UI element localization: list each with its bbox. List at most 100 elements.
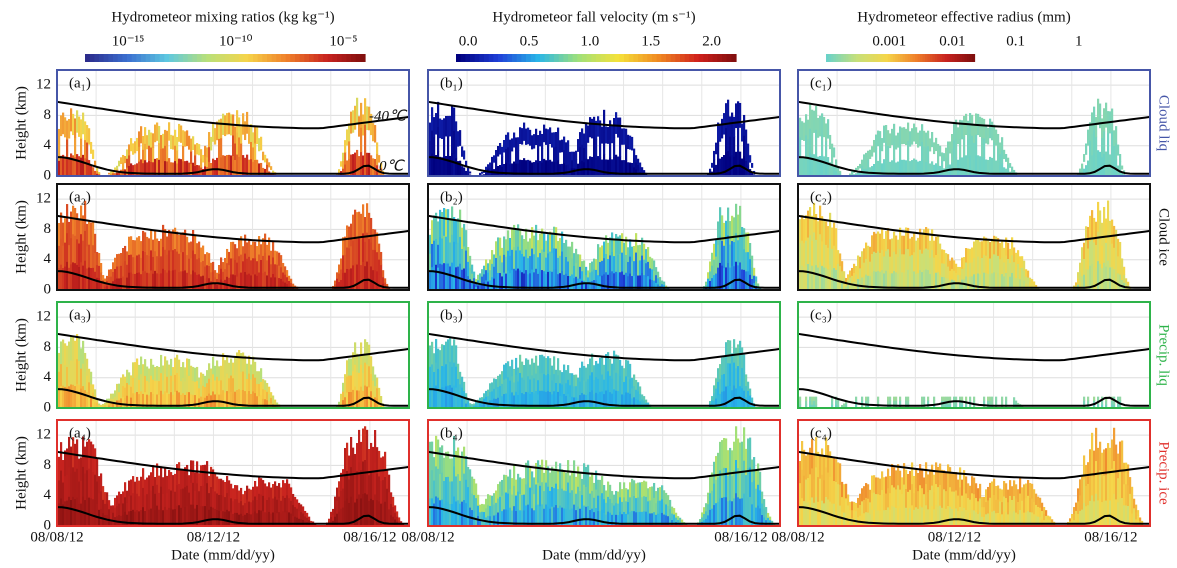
field-cell	[294, 496, 297, 508]
field-cell	[66, 139, 69, 159]
field-cell	[1095, 117, 1098, 138]
field-cell	[577, 266, 580, 279]
field-cell	[871, 146, 874, 157]
field-cell	[449, 481, 452, 505]
field-cell	[356, 443, 359, 472]
field-cell	[124, 156, 127, 164]
field-cell	[737, 239, 740, 266]
field-cell	[72, 360, 75, 385]
field-cell	[727, 262, 730, 291]
field-cell	[727, 475, 730, 502]
colorbar-swatch	[638, 54, 644, 62]
field-cell	[953, 491, 956, 510]
field-cell	[627, 392, 630, 409]
field-cell	[643, 396, 646, 401]
field-cell	[507, 476, 510, 494]
field-cell	[497, 375, 500, 388]
field-cell	[881, 489, 884, 509]
field-cell	[927, 404, 930, 409]
field-cell	[959, 138, 962, 158]
field-cell	[505, 509, 508, 527]
field-cell	[1003, 247, 1006, 263]
field-cell	[429, 441, 432, 471]
field-cell	[831, 143, 834, 155]
field-cell	[244, 373, 247, 392]
field-cell	[537, 148, 540, 163]
field-cell	[935, 272, 938, 291]
field-cell	[973, 477, 976, 495]
field-cell	[1115, 229, 1118, 251]
field-cell	[631, 494, 634, 511]
field-cell	[260, 274, 263, 291]
field-cell	[625, 391, 628, 409]
field-cell	[1093, 265, 1096, 291]
field-cell	[873, 251, 876, 272]
field-cell	[64, 450, 67, 477]
field-cell	[499, 496, 502, 512]
field-cell	[711, 472, 714, 491]
field-cell	[555, 161, 558, 177]
field-cell	[879, 252, 882, 272]
field-cell	[503, 474, 506, 493]
field-cell	[495, 490, 498, 503]
field-cell	[643, 243, 646, 260]
field-cell	[491, 505, 494, 517]
field-cell	[90, 141, 93, 154]
field-cell	[569, 246, 572, 262]
field-cell	[857, 166, 860, 170]
field-cell	[545, 273, 548, 291]
field-cell	[264, 389, 267, 400]
field-cell	[711, 508, 714, 527]
field-cell	[509, 255, 512, 274]
field-cell	[903, 159, 906, 177]
field-cell	[178, 158, 181, 177]
field-cell	[248, 373, 251, 392]
field-cell	[481, 171, 484, 174]
field-cell	[142, 250, 145, 271]
field-cell	[160, 272, 163, 291]
field-cell	[202, 485, 205, 507]
field-cell	[246, 363, 249, 379]
field-cell	[310, 520, 313, 524]
field-cell	[545, 460, 548, 483]
field-cell	[969, 499, 972, 514]
field-cell	[881, 138, 884, 152]
field-cell	[491, 169, 494, 177]
colorbar-tick-label: 10⁻¹⁰	[219, 33, 252, 49]
field-cell	[619, 137, 622, 158]
field-cell	[172, 367, 175, 382]
field-cell	[146, 272, 149, 291]
field-cell	[84, 200, 87, 231]
field-cell	[559, 463, 562, 485]
field-cell	[1127, 287, 1130, 291]
field-cell	[875, 148, 878, 163]
field-cell	[380, 403, 383, 409]
field-cell	[266, 399, 269, 409]
field-cell	[959, 119, 962, 140]
field-cell	[939, 145, 942, 157]
field-cell	[254, 392, 257, 409]
field-cell	[398, 523, 401, 527]
field-cell	[493, 266, 496, 279]
field-cell	[751, 171, 754, 177]
field-cell	[927, 249, 930, 271]
field-cell	[1123, 266, 1126, 276]
field-cell	[126, 395, 129, 409]
field-cell	[555, 227, 558, 249]
field-cell	[366, 203, 369, 233]
field-cell	[941, 507, 944, 527]
field-cell	[352, 370, 355, 390]
field-cell	[937, 154, 940, 166]
field-cell	[78, 242, 81, 267]
field-cell	[256, 159, 259, 177]
field-cell	[451, 234, 454, 263]
field-cell	[160, 238, 163, 257]
field-cell	[1107, 260, 1110, 291]
field-cell	[112, 519, 115, 527]
field-cell	[839, 463, 842, 485]
field-cell	[887, 396, 890, 401]
field-cell	[721, 468, 724, 498]
field-cell	[172, 135, 175, 150]
field-cell	[899, 142, 902, 160]
field-cell	[148, 145, 151, 162]
